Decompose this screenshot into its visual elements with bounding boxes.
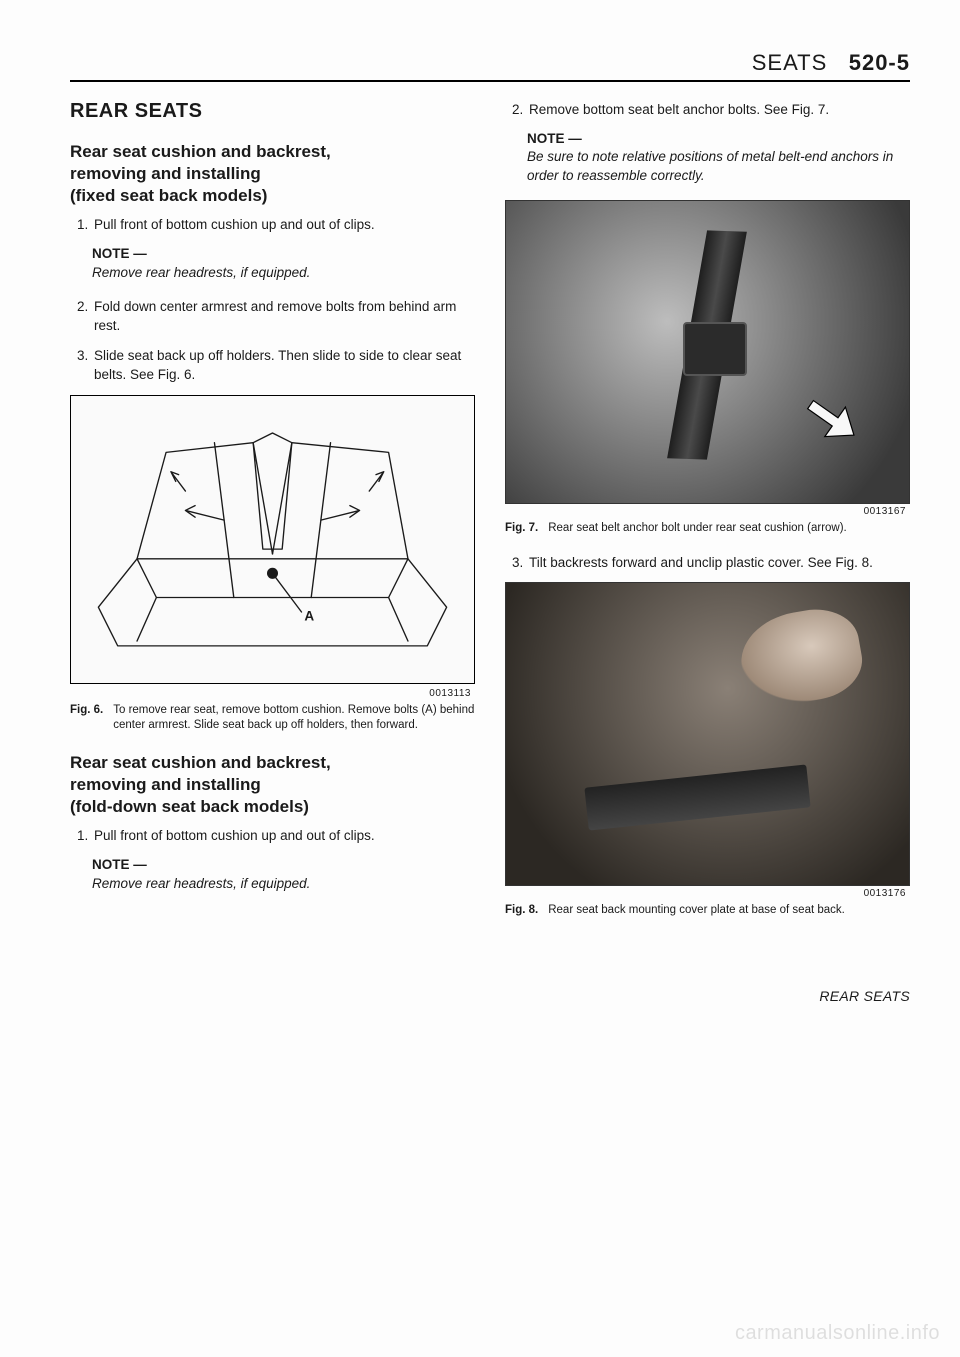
note-label: NOTE — <box>92 246 147 261</box>
proc1-step1: Pull front of bottom cushion up and out … <box>92 215 475 235</box>
right-step2: Remove bottom seat belt anchor bolts. Se… <box>527 100 910 120</box>
figure-8-photo <box>505 582 910 886</box>
figure-7-caption: Fig. 7. Rear seat belt anchor bolt under… <box>505 521 910 537</box>
figure-8-id: 0013176 <box>505 886 910 899</box>
figure-6-caption: Fig. 6. To remove rear seat, remove bott… <box>70 703 475 734</box>
figure-7-id: 0013167 <box>505 504 910 517</box>
note-body: Be sure to note relative positions of me… <box>527 148 910 186</box>
right-steps-b: Tilt backrests forward and unclip plasti… <box>505 553 910 573</box>
proc1-steps-cont: Fold down center armrest and remove bolt… <box>70 297 475 385</box>
note-label: NOTE — <box>527 131 582 146</box>
manual-page: SEATS 520-5 REAR SEATS Rear seat cushion… <box>0 0 960 1357</box>
right-note: NOTE — Be sure to note relative position… <box>527 130 910 187</box>
proc2-heading-line1: Rear seat cushion and backrest, <box>70 753 331 772</box>
proc2-heading-line3: (fold-down seat back models) <box>70 797 309 816</box>
section-title: REAR SEATS <box>70 100 475 123</box>
figure-8-text: Rear seat back mounting cover plate at b… <box>548 903 845 919</box>
header-chapter-label: SEATS <box>752 50 828 76</box>
proc1-step2: Fold down center armrest and remove bolt… <box>92 297 475 336</box>
figure-6-callout-a: A <box>304 609 314 624</box>
figure-7-text: Rear seat belt anchor bolt under rear se… <box>548 521 847 537</box>
proc1-heading-line3: (fixed seat back models) <box>70 186 267 205</box>
header-page-number: 520-5 <box>849 50 910 75</box>
procedure1-heading: Rear seat cushion and backrest, removing… <box>70 141 475 207</box>
proc2-heading-line2: removing and installing <box>70 775 261 794</box>
cover-plate <box>584 765 810 831</box>
figure-8-caption: Fig. 8. Rear seat back mounting cover pl… <box>505 903 910 919</box>
figure-6-frame: A <box>70 395 475 684</box>
proc1-heading-line2: removing and installing <box>70 164 261 183</box>
procedure2-heading: Rear seat cushion and backrest, removing… <box>70 752 475 818</box>
figure-7-arrow-icon <box>801 389 861 449</box>
seat-belt-buckle <box>683 322 747 376</box>
proc1-heading-line1: Rear seat cushion and backrest, <box>70 142 331 161</box>
figure-8-label: Fig. 8. <box>505 903 538 919</box>
left-column: REAR SEATS Rear seat cushion and backres… <box>70 100 475 1004</box>
proc2-note: NOTE — Remove rear headrests, if equippe… <box>92 856 475 894</box>
watermark-text: carmanualsonline.info <box>735 1322 940 1345</box>
hand-illustration <box>735 603 869 712</box>
figure-6-id: 0013113 <box>70 686 475 699</box>
footer-section-ref: REAR SEATS <box>505 988 910 1004</box>
page-header: SEATS 520-5 <box>70 50 910 82</box>
figure-6-label: Fig. 6. <box>70 703 103 734</box>
proc2-steps: Pull front of bottom cushion up and out … <box>70 826 475 846</box>
figure-7-photo <box>505 200 910 504</box>
figure-6-text: To remove rear seat, remove bottom cushi… <box>113 703 475 734</box>
note-body: Remove rear headrests, if equipped. <box>92 264 475 283</box>
note-label: NOTE — <box>92 857 147 872</box>
proc2-step1: Pull front of bottom cushion up and out … <box>92 826 475 846</box>
note-body: Remove rear headrests, if equipped. <box>92 875 475 894</box>
right-steps-a: Remove bottom seat belt anchor bolts. Se… <box>505 100 910 120</box>
right-column: Remove bottom seat belt anchor bolts. Se… <box>505 100 910 1004</box>
proc1-steps: Pull front of bottom cushion up and out … <box>70 215 475 235</box>
proc1-note: NOTE — Remove rear headrests, if equippe… <box>92 245 475 283</box>
two-column-layout: REAR SEATS Rear seat cushion and backres… <box>70 100 910 1004</box>
proc1-step3: Slide seat back up off holders. Then sli… <box>92 346 475 385</box>
right-step3: Tilt backrests forward and unclip plasti… <box>527 553 910 573</box>
figure-7-label: Fig. 7. <box>505 521 538 537</box>
figure-6-drawing: A <box>79 404 466 675</box>
